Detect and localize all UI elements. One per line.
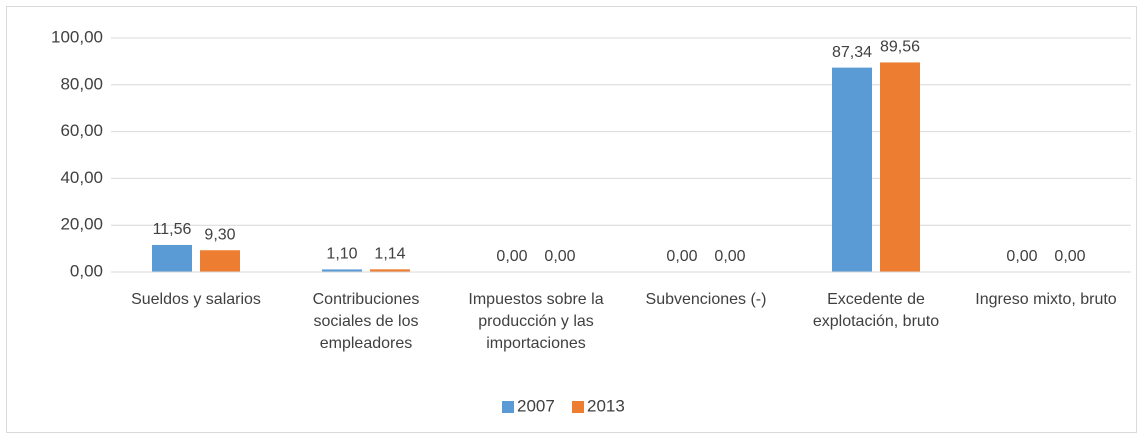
data-label: 9,30 [204,226,235,243]
y-tick-label: 60,00 [60,121,103,140]
chart-border [6,6,1137,433]
legend-label: 2013 [587,396,625,415]
data-label: 0,00 [1006,248,1037,265]
y-tick-label: 80,00 [60,74,103,93]
x-tick-label: Sueldos y salarios [131,291,261,308]
y-tick-label: 40,00 [60,168,103,187]
legend-label: 2007 [517,396,555,415]
x-tick-label: Subvenciones (-) [646,291,767,308]
y-tick-label: 0,00 [70,261,103,280]
data-label: 0,00 [1054,248,1085,265]
bar [322,269,362,272]
y-tick-label: 20,00 [60,215,103,234]
data-label: 0,00 [544,248,575,265]
data-label: 11,56 [153,221,192,238]
x-tick-label: Ingreso mixto, bruto [975,291,1117,308]
data-label: 89,56 [880,39,920,56]
bar [152,244,192,272]
data-label: 87,34 [832,44,872,61]
data-label: 1,10 [326,246,357,263]
data-label: 0,00 [666,248,697,265]
x-tick-label: Impuestos sobre la producción y las import… [468,291,603,352]
legend-swatch [572,401,584,413]
legend-swatch [502,401,514,413]
x-tick-label: Excedente de explotación, bruto [813,291,939,330]
data-label: 0,00 [496,248,527,265]
y-tick-label: 100,00 [51,27,103,46]
data-label: 0,00 [714,248,745,265]
data-label: 1,14 [374,246,405,263]
x-tick-label: Contribuciones sociales de los empleadores [313,291,420,352]
bar [880,62,920,273]
bar [832,67,872,273]
bar [370,269,410,272]
bar [200,250,240,272]
